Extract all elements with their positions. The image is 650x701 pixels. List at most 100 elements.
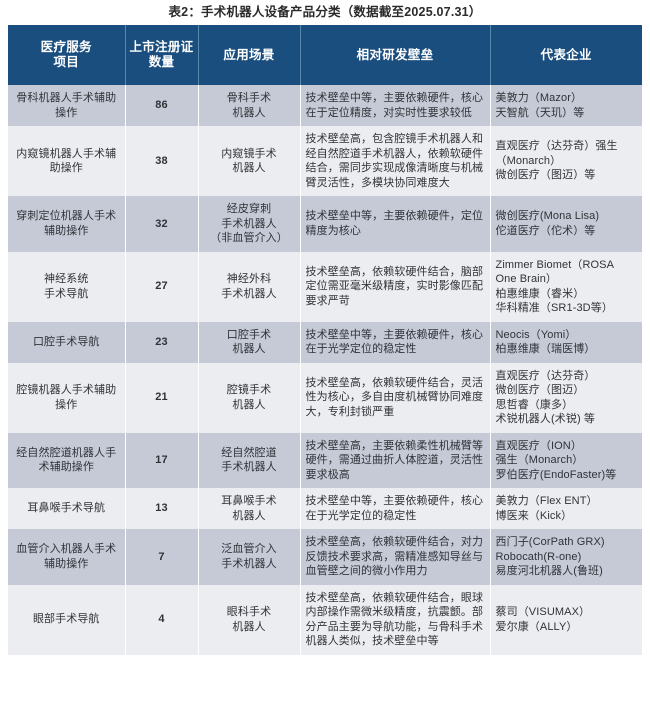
product-classification-table: 医疗服务 项目 上市注册证 数量 应用场景 相对研发壁垒 代表企业 骨科机器人手术辅… <box>8 25 642 655</box>
column-header-rd-barrier: 相对研发壁垒 <box>300 25 491 85</box>
cell-representative-companies: 微创医疗(Mona Lisa) 佗道医疗（佗术）等 <box>490 196 642 252</box>
cell-line: 易度河北机器人(鲁班) <box>495 565 603 577</box>
cell-line: 天智航（天玑）等 <box>495 106 585 119</box>
cell-rd-barrier: 技术壁垒高，依赖软硬件结合，对力反馈技术要求高，需精准感知导丝与血管壁之间的微小… <box>300 529 491 585</box>
cell-application-scene: 骨科手术 机器人 <box>198 85 301 126</box>
cell-registration-count: 17 <box>125 432 199 488</box>
cell-service-item: 血管介入机器人手术辅助操作 <box>8 529 126 585</box>
cell-line: 手术机器人 <box>221 287 277 300</box>
cell-line: 经自然腔道 <box>221 446 277 459</box>
cell-representative-companies: 西门子(CorPath GRX) Robocath(R-one) 易度河北机器人(鲁… <box>490 529 642 585</box>
table-row: 口腔手术导航 23 口腔手术 机器人 技术壁垒中等，主要依赖硬件，核心在于光学定位的稳定… <box>8 321 642 363</box>
header-line: 代表企业 <box>540 47 592 62</box>
header-line: 医疗服务 <box>40 40 92 54</box>
cell-service-item: 耳鼻喉手术导航 <box>8 488 126 529</box>
table-row: 神经系统 手术导航 27 神经外科 手术机器人 技术壁垒高，依赖软硬件结合，脑部定位需亚毫… <box>8 251 642 322</box>
cell-line: 美敦力（Mazor） <box>495 92 583 104</box>
cell-line: 内窥镜手术 <box>221 147 277 160</box>
cell-representative-companies: 直观医疗（达芬奇） 微创医疗（图迈） 思哲睿（康多） 术锐机器人(术锐) 等 <box>490 362 642 433</box>
cell-line: 佗道医疗（佗术）等 <box>495 224 596 237</box>
cell-line: 口腔手术 <box>226 328 272 341</box>
cell-rd-barrier: 技术壁垒中等，主要依赖硬件，核心在于光学定位的稳定性 <box>300 488 491 529</box>
column-header-application-scene: 应用场景 <box>198 25 301 85</box>
cell-application-scene: 口腔手术 机器人 <box>198 321 301 363</box>
cell-line: 神经外科 <box>226 273 272 285</box>
table-body: 骨科机器人手术辅助操作 86 骨科手术 机器人 技术壁垒中等，主要依赖硬件，核心在于定位… <box>8 85 642 655</box>
cell-registration-count: 86 <box>125 85 199 126</box>
cell-line: 骨科手术 <box>226 92 272 104</box>
header-line: 项目 <box>53 55 80 69</box>
cell-rd-barrier: 技术壁垒高，依赖软硬件结合，脑部定位需亚毫米级精度，实时影像匹配要求严苛 <box>300 251 491 322</box>
cell-line: 直观医疗（达芬奇） <box>495 369 596 382</box>
column-header-registration-count: 上市注册证 数量 <box>125 25 199 85</box>
cell-application-scene: 耳鼻喉手术 机器人 <box>198 488 301 529</box>
cell-application-scene: 眼科手术 机器人 <box>198 584 301 655</box>
cell-service-item: 内窥镜机器人手术辅助操作 <box>8 126 126 196</box>
cell-registration-count: 32 <box>125 196 199 252</box>
cell-line: 微创医疗（图迈） <box>495 384 585 396</box>
cell-line: 博医来（Kick） <box>495 509 573 522</box>
cell-line: 机器人 <box>232 509 266 522</box>
cell-line: 蔡司（VISUMAX） <box>495 606 591 618</box>
cell-line: 手术机器人 <box>221 217 277 230</box>
cell-line: 手术导航 <box>44 287 89 300</box>
cell-representative-companies: 美敦力（Mazor） 天智航（天玑）等 <box>490 85 642 126</box>
cell-line: 机器人 <box>232 162 266 174</box>
cell-representative-companies: 美敦力（Flex ENT） 博医来（Kick） <box>490 488 642 529</box>
cell-application-scene: 经皮穿刺手术机器人 （非血管介入） <box>198 196 301 252</box>
cell-line: 罗伯医疗(EndoFaster)等 <box>495 468 617 481</box>
column-header-service-item: 医疗服务 项目 <box>8 25 126 85</box>
table-row: 内窥镜机器人手术辅助操作 38 内窥镜手术 机器人 技术壁垒高，包含腔镜手术机器人和经自… <box>8 126 642 196</box>
cell-registration-count: 4 <box>125 584 199 655</box>
cell-rd-barrier: 技术壁垒高，依赖软硬件结合，眼球内部操作需微米级精度，抗震颤。部分产品主要为导航… <box>300 584 491 655</box>
cell-line: （非血管介入） <box>210 232 288 244</box>
cell-registration-count: 13 <box>125 488 199 529</box>
cell-line: 爱尔康（ALLY） <box>495 620 578 633</box>
cell-rd-barrier: 技术壁垒中等，主要依赖硬件，核心在于定位精度，对实时性要求较低 <box>300 85 491 126</box>
header-line: 应用场景 <box>223 47 275 62</box>
cell-service-item: 口腔手术导航 <box>8 321 126 363</box>
cell-line: 华科精准（SR1-3D等） <box>495 302 613 314</box>
header-line: 上市注册证 <box>129 40 194 54</box>
cell-representative-companies: 直观医疗（ION） 强生（Monarch） 罗伯医疗(EndoFaster)等 <box>490 432 642 488</box>
column-header-representative-companies: 代表企业 <box>490 25 642 85</box>
cell-line: 手术机器人 <box>221 557 277 570</box>
cell-line: Zimmer Biomet（ROSA One Brain） <box>495 258 614 286</box>
header-row: 医疗服务 项目 上市注册证 数量 应用场景 相对研发壁垒 代表企业 <box>8 25 642 85</box>
cell-line: 西门子(CorPath GRX) <box>495 536 605 548</box>
table-row: 耳鼻喉手术导航 13 耳鼻喉手术 机器人 技术壁垒中等，主要依赖硬件，核心在于光学定位的… <box>8 488 642 529</box>
table-row: 穿刺定位机器人手术辅助操作 32 经皮穿刺 手术机器人 （非血管介入） 技术壁垒中等，主要… <box>8 196 642 252</box>
cell-registration-count: 23 <box>125 321 199 363</box>
cell-line: Neocis（Yomi） <box>495 328 577 341</box>
cell-representative-companies: Zimmer Biomet（ROSA One Brain） 柏惠维康（睿米） 华科精… <box>490 251 642 322</box>
cell-line: 微创医疗（图迈）等 <box>495 169 596 182</box>
cell-service-item: 腔镜机器人手术辅助操作 <box>8 362 126 433</box>
cell-rd-barrier: 技术壁垒高，依赖软硬件结合，灵活性为核心，多自由度机械臂协同难度大，专利封锁严重 <box>300 362 491 433</box>
cell-line: 机器人 <box>232 620 266 633</box>
cell-line: 柏惠维康（瑞医博） <box>495 343 596 355</box>
cell-registration-count: 27 <box>125 251 199 322</box>
cell-application-scene: 泛血管介入 手术机器人 <box>198 529 301 585</box>
cell-rd-barrier: 技术壁垒中等，主要依赖硬件，定位精度为核心 <box>300 196 491 252</box>
cell-rd-barrier: 技术壁垒高，包含腔镜手术机器人和经自然腔道手术机器人，依赖软硬件结合，需同步实现… <box>300 126 491 196</box>
cell-line: 机器人 <box>232 106 266 119</box>
cell-line: 耳鼻喉手术 <box>221 495 277 507</box>
cell-line: 机器人 <box>232 398 266 411</box>
cell-registration-count: 21 <box>125 362 199 433</box>
cell-application-scene: 经自然腔道 手术机器人 <box>198 432 301 488</box>
table-row: 经自然腔道机器人手术辅助操作 17 经自然腔道 手术机器人 技术壁垒高，主要依赖柔性机械… <box>8 432 642 488</box>
cell-line: 经皮穿刺 <box>226 203 272 215</box>
cell-line: 微创医疗(Mona Lisa) <box>495 210 600 223</box>
cell-line: 直观医疗（达芬奇）强生（Monarch） <box>495 140 618 167</box>
cell-line: 眼科手术 <box>226 606 272 618</box>
cell-line: 机器人 <box>232 343 266 355</box>
cell-rd-barrier: 技术壁垒高，主要依赖柔性机械臂等硬件，需通过曲折人体腔道，灵活性要求极高 <box>300 432 491 488</box>
cell-representative-companies: Neocis（Yomi） 柏惠维康（瑞医博） <box>490 321 642 363</box>
table-row: 腔镜机器人手术辅助操作 21 腔镜手术 机器人 技术壁垒高，依赖软硬件结合，灵活性为核心… <box>8 362 642 433</box>
cell-representative-companies: 蔡司（VISUMAX） 爱尔康（ALLY） <box>490 584 642 655</box>
cell-registration-count: 7 <box>125 529 199 585</box>
cell-line: 柏惠维康（睿米） <box>495 287 585 300</box>
cell-line: 泛血管介入 <box>221 543 277 556</box>
table-container: 医疗服务 项目 上市注册证 数量 应用场景 相对研发壁垒 代表企业 骨科机器人手术辅… <box>0 25 650 655</box>
cell-line: 美敦力（Flex ENT） <box>495 495 598 507</box>
